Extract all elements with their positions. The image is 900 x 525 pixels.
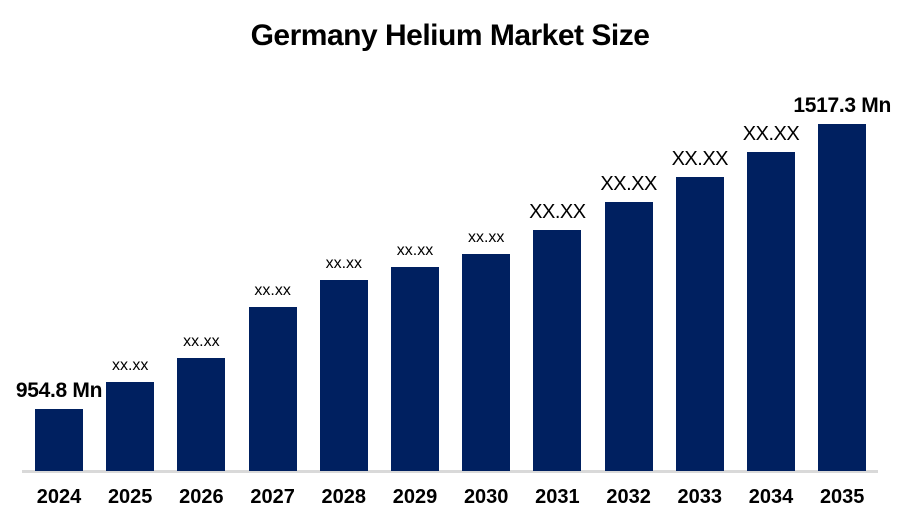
bar-2031 — [533, 230, 582, 471]
x-tick-2030: 2030 — [463, 486, 509, 508]
chart-title: Germany Helium Market Size — [250, 19, 650, 52]
value-label-2026: xx.xx — [183, 333, 220, 350]
x-tick-2033: 2033 — [677, 486, 723, 508]
value-label-2029: xx.xx — [396, 242, 434, 259]
value-label-2030: xx.xx — [467, 229, 505, 246]
bar-2034 — [747, 152, 795, 471]
x-tick-2027: 2027 — [250, 486, 295, 508]
value-label-2033: XX.XX — [671, 148, 729, 170]
value-label-2032: XX.XX — [600, 173, 657, 195]
bar-2035 — [818, 124, 867, 471]
value-label-2035: 1517.3 Mn — [793, 94, 892, 117]
x-tick-2035: 2035 — [819, 486, 865, 508]
x-tick-2024: 2024 — [36, 486, 82, 508]
value-label-2027: xx.xx — [254, 282, 291, 299]
value-label-2025: xx.xx — [111, 357, 149, 374]
bar-2032 — [604, 202, 653, 471]
bar-2030 — [462, 254, 511, 471]
value-label-2034: XX.XX — [742, 123, 800, 145]
value-label-2031: XX.XX — [529, 201, 586, 223]
bar-2029 — [391, 267, 439, 471]
bar-2024 — [35, 409, 83, 471]
x-tick-2028: 2028 — [321, 486, 367, 508]
bar-2025 — [106, 382, 155, 471]
value-label-2024: 954.8 Mn — [15, 379, 103, 402]
x-tick-2034: 2034 — [748, 486, 794, 508]
x-tick-2031: 2031 — [535, 486, 580, 508]
x-tick-2025: 2025 — [107, 486, 153, 508]
bar-2028 — [319, 280, 368, 471]
value-label-2028: xx.xx — [325, 255, 363, 272]
bar-2026 — [177, 358, 226, 471]
bar-2033 — [675, 177, 724, 471]
x-tick-2029: 2029 — [392, 486, 438, 508]
x-axis-line — [22, 470, 878, 473]
bar-2027 — [248, 307, 297, 471]
x-tick-2026: 2026 — [179, 486, 224, 508]
x-tick-2032: 2032 — [606, 486, 651, 508]
